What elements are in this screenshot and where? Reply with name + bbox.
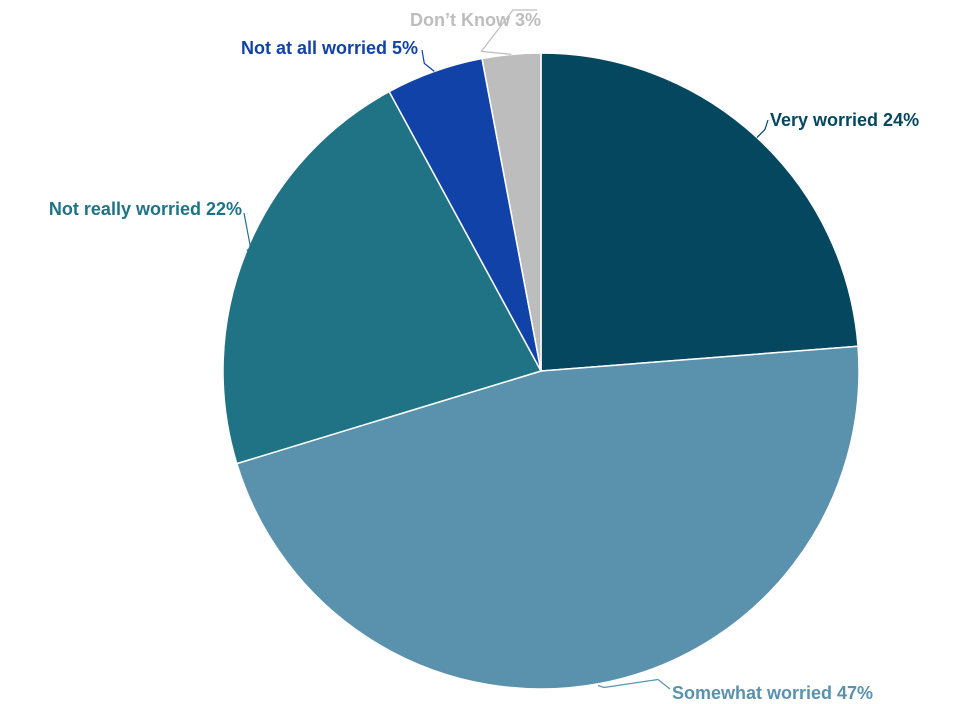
pie-slice-somewhat-worried bbox=[235, 345, 860, 690]
labels-layer: Very worried 24% Somewhat worried 47% Not … bbox=[49, 10, 919, 703]
leader-line bbox=[597, 678, 671, 690]
leader-line bbox=[756, 119, 769, 139]
slice-label: Not at all worried 5% bbox=[241, 38, 418, 58]
slice-label: Not really worried 22% bbox=[49, 199, 242, 219]
leader-line bbox=[243, 212, 252, 251]
slice-label: Somewhat worried 47% bbox=[672, 683, 873, 703]
leader-line bbox=[421, 49, 435, 72]
leader-line bbox=[480, 9, 537, 55]
slice-label: Don’t Know 3% bbox=[410, 10, 541, 30]
slice-label: Very worried 24% bbox=[770, 110, 919, 130]
leaders-layer bbox=[243, 9, 769, 690]
slices-layer bbox=[222, 52, 860, 690]
pie-slice-very-worried bbox=[540, 52, 859, 372]
